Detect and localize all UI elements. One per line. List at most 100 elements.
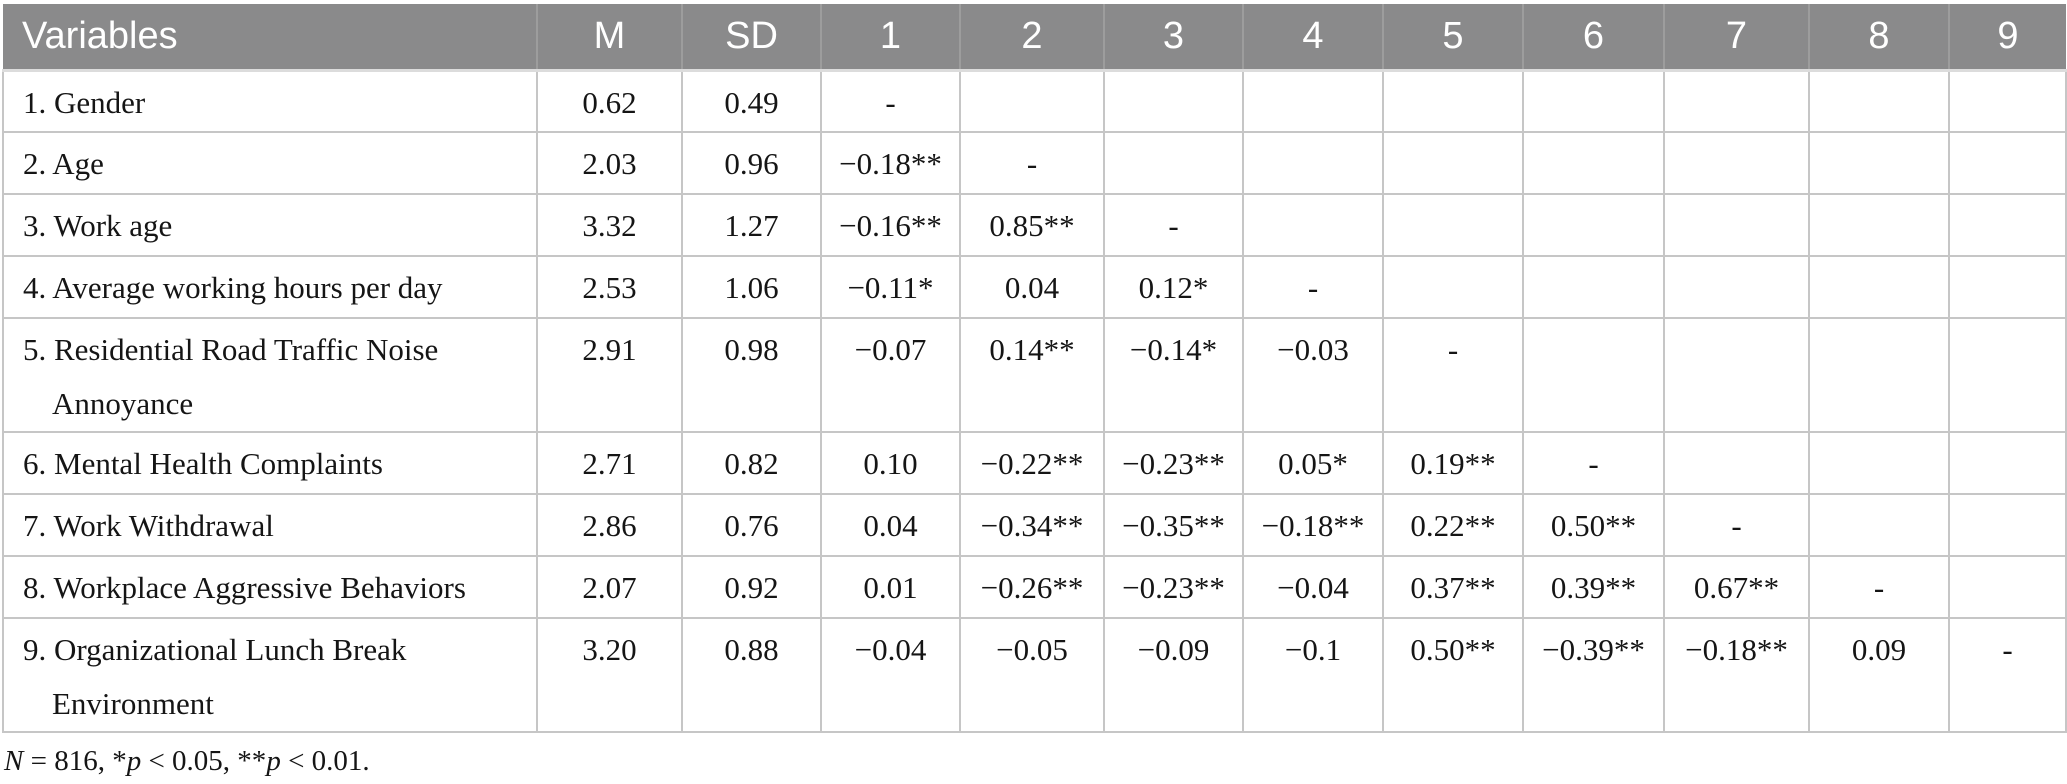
empty-cell [1382,69,1524,133]
value-cell: 0.85** [959,193,1105,257]
value-cell: −0.09 [1103,617,1244,733]
empty-cell [1522,131,1665,195]
empty-cell [1948,493,2067,557]
value-cell: 0.92 [681,555,822,619]
correlation-table: Variables M SD 1 2 3 4 5 6 7 8 9 1. Gender 0.62 0.49-… [2,4,2067,733]
empty-cell [1103,69,1244,133]
value-cell: 0.09 [1808,617,1950,733]
table-header: Variables M SD 1 2 3 4 5 6 7 8 9 [3,4,2066,72]
value-cell: - [1522,431,1665,495]
value-cell: −0.05 [959,617,1105,733]
value-cell: 0.12* [1103,255,1244,319]
variable-label: 5. Residential Road Traffic Noise Annoyan… [2,317,538,433]
variable-label-line: 5. Residential Road Traffic Noise [23,332,439,367]
value-cell: −0.18** [820,131,961,195]
column-header-1: 1 [821,4,961,72]
empty-cell [1663,431,1810,495]
empty-cell [1948,193,2067,257]
variable-label-line: 9. Organizational Lunch Break [23,632,407,667]
value-cell: −0.04 [820,617,961,733]
table-row: 8. Workplace Aggressive Behaviors 2.07 0.9… [2,555,2067,619]
value-cell: 0.50** [1382,617,1524,733]
variable-label: 4. Average working hours per day [2,255,538,319]
value-cell: 1.06 [681,255,822,319]
table-footnote: N = 816, *p < 0.05, **p < 0.01. [2,742,2065,780]
value-cell: 0.39** [1522,555,1665,619]
value-cell: 0.98 [681,317,822,433]
column-header-5: 5 [1383,4,1524,72]
value-cell: 0.22** [1382,493,1524,557]
empty-cell [1522,193,1665,257]
column-header-4: 4 [1243,4,1384,72]
table-body: 1. Gender 0.62 0.49-2. Age 2.03 0.96 −0.18** -… [2,69,2067,733]
empty-cell [1663,69,1810,133]
empty-cell [1663,193,1810,257]
column-header-2: 2 [960,4,1105,72]
value-cell: 0.50** [1522,493,1665,557]
value-cell: 0.37** [1382,555,1524,619]
column-header-8: 8 [1809,4,1950,72]
empty-cell [1948,255,2067,319]
column-header-3: 3 [1104,4,1244,72]
empty-cell [1808,317,1950,433]
value-cell: −0.04 [1242,555,1384,619]
value-cell: 0.04 [820,493,961,557]
empty-cell [1808,493,1950,557]
value-cell: −0.14* [1103,317,1244,433]
value-cell: 0.19** [1382,431,1524,495]
value-cell: - [1948,617,2067,733]
value-cell: −0.11* [820,255,961,319]
value-cell: −0.03 [1242,317,1384,433]
value-cell: - [1103,193,1244,257]
value-cell: −0.34** [959,493,1105,557]
value-cell: - [1242,255,1384,319]
empty-cell [1808,431,1950,495]
table-row: 9. Organizational Lunch Break Environment… [2,617,2067,733]
table-row: 3. Work age 3.32 1.27 −0.16** 0.85** - [2,193,2067,257]
value-cell: - [1382,317,1524,433]
footnote-segment: p [126,745,142,777]
variable-label-line: 1. Gender [23,84,146,120]
value-cell: −0.1 [1242,617,1384,733]
value-cell: 0.82 [681,431,822,495]
value-cell: - [1663,493,1810,557]
value-cell: 2.91 [536,317,683,433]
value-cell: −0.26** [959,555,1105,619]
value-cell: - [1808,555,1950,619]
value-cell: 0.88 [681,617,822,733]
value-cell: - [820,69,961,133]
footnote-segment: N [4,745,24,777]
empty-cell [1242,193,1384,257]
value-cell: −0.35** [1103,493,1244,557]
footnote-segment: < 0.01. [280,745,370,777]
footnote-segment: < 0.05, ** [141,745,267,777]
column-header-6: 6 [1523,4,1665,72]
empty-cell [1948,555,2067,619]
value-cell: 3.20 [536,617,683,733]
empty-cell [1948,317,2067,433]
value-cell: 0.96 [681,131,822,195]
value-cell: 0.62 [536,69,683,133]
value-cell: 3.32 [536,193,683,257]
value-cell: 0.05* [1242,431,1384,495]
table-row: 5. Residential Road Traffic Noise Annoyan… [2,317,2067,433]
empty-cell [1242,131,1384,195]
empty-cell [959,69,1105,133]
variable-label-line: 2. Age [23,146,104,181]
table-row: 7. Work Withdrawal 2.86 0.76 0.04 −0.34** −0.… [2,493,2067,557]
column-header-sd: SD [682,4,822,72]
variable-label-line: 4. Average working hours per day [23,270,443,305]
header-row: Variables M SD 1 2 3 4 5 6 7 8 9 [3,4,2066,72]
value-cell: −0.23** [1103,431,1244,495]
variable-label-line: 3. Work age [23,208,173,243]
column-header-m: M [537,4,683,72]
column-header-7: 7 [1664,4,1810,72]
variable-label-line: 7. Work Withdrawal [23,508,274,543]
empty-cell [1382,193,1524,257]
value-cell: −0.07 [820,317,961,433]
value-cell: −0.16** [820,193,961,257]
value-cell: 0.04 [959,255,1105,319]
value-cell: 2.07 [536,555,683,619]
variable-label-continuation: Annoyance [52,386,194,421]
